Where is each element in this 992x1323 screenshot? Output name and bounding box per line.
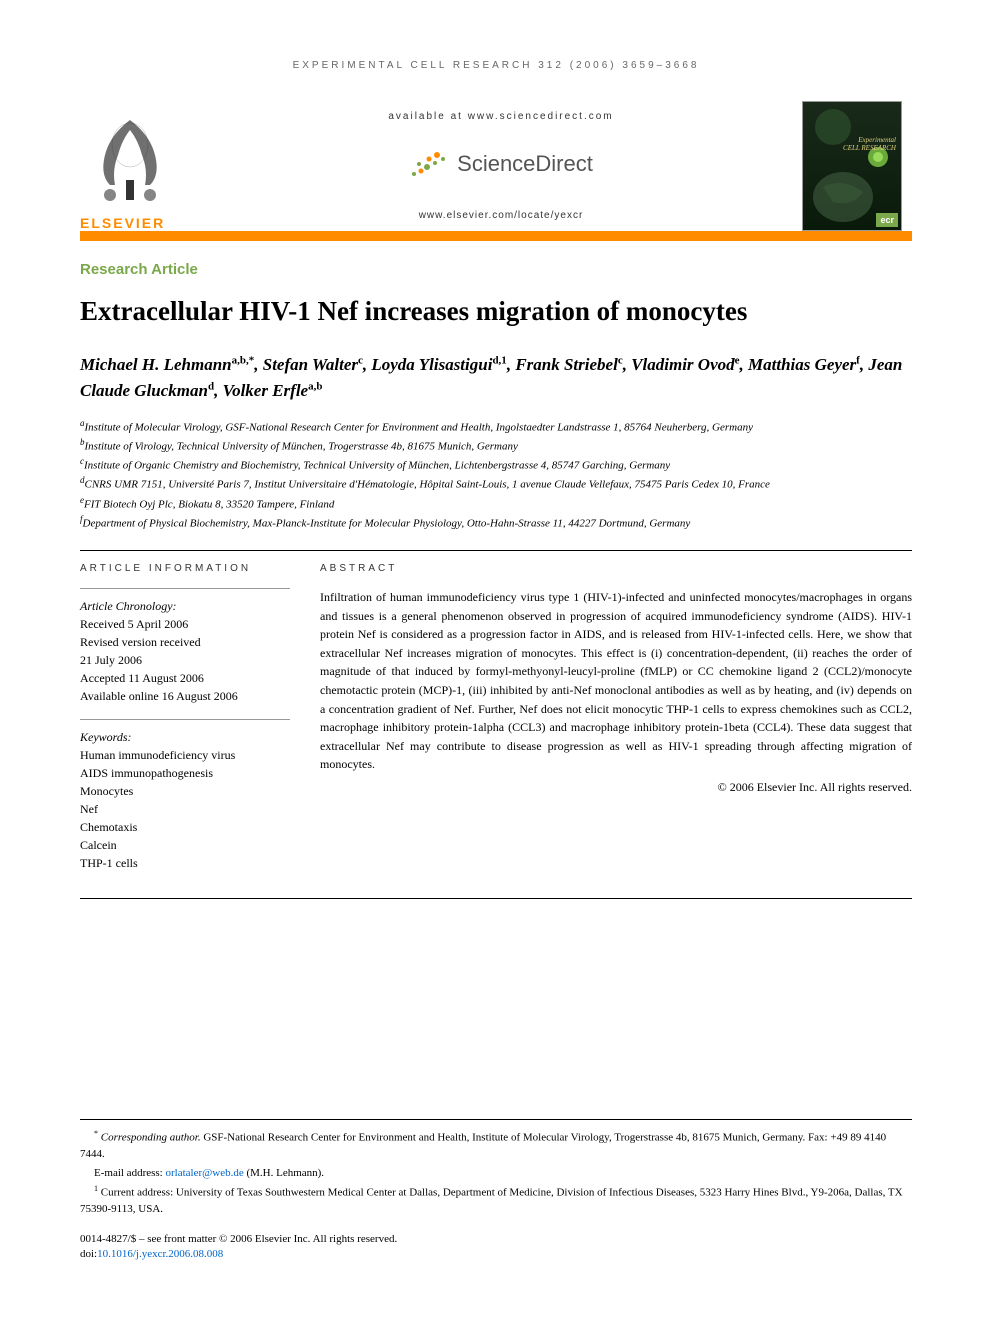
chronology-label: Article Chronology: <box>80 597 290 615</box>
affiliation-line: dCNRS UMR 7151, Université Paris 7, Inst… <box>80 474 912 493</box>
journal-cover-block: Experimental CELL RESEARCH ecr <box>802 101 912 231</box>
divider-line-bottom <box>80 898 912 899</box>
article-title: Extracellular HIV-1 Nef increases migrat… <box>80 296 912 327</box>
running-header: EXPERIMENTAL CELL RESEARCH 312 (2006) 36… <box>80 60 912 71</box>
sciencedirect-logo[interactable]: ScienceDirect <box>220 149 782 179</box>
article-type: Research Article <box>80 261 912 278</box>
keywords-label: Keywords: <box>80 728 290 746</box>
doi-link[interactable]: 10.1016/j.yexcr.2006.08.008 <box>97 1248 223 1260</box>
affiliation-line: bInstitute of Virology, Technical Univer… <box>80 436 912 455</box>
footnotes-block: * Corresponding author. GSF-National Res… <box>80 1119 912 1218</box>
journal-cover-title: Experimental CELL RESEARCH <box>843 137 896 152</box>
authors-list: Michael H. Lehmanna,b,*, Stefan Walterc,… <box>80 352 912 403</box>
keyword-item: Nef <box>80 800 290 818</box>
locate-url[interactable]: www.elsevier.com/locate/yexcr <box>220 210 782 221</box>
email-link[interactable]: orlataler@web.de <box>165 1167 243 1179</box>
corresponding-author-note: * Corresponding author. GSF-National Res… <box>80 1128 912 1163</box>
current-address-note: 1 Current address: University of Texas S… <box>80 1183 912 1218</box>
abstract-heading: ABSTRACT <box>320 563 912 574</box>
keyword-item: Human immunodeficiency virus <box>80 746 290 764</box>
bottom-metadata: 0014-4827/$ – see front matter © 2006 El… <box>80 1232 912 1263</box>
keyword-item: AIDS immunopathogenesis <box>80 764 290 782</box>
keyword-item: Monocytes <box>80 782 290 800</box>
affiliations-list: aInstitute of Molecular Virology, GSF-Na… <box>80 417 912 532</box>
affiliation-line: cInstitute of Organic Chemistry and Bioc… <box>80 455 912 474</box>
chronology-block: Article Chronology: Received 5 April 200… <box>80 588 290 705</box>
chronology-line: Revised version received <box>80 633 290 651</box>
chronology-line: Available online 16 August 2006 <box>80 687 290 705</box>
info-abstract-row: ARTICLE INFORMATION Article Chronology: … <box>80 563 912 886</box>
article-info-heading: ARTICLE INFORMATION <box>80 563 290 574</box>
article-info-column: ARTICLE INFORMATION Article Chronology: … <box>80 563 290 886</box>
keyword-item: Chemotaxis <box>80 818 290 836</box>
affiliation-line: fDepartment of Physical Biochemistry, Ma… <box>80 513 912 532</box>
divider-line <box>80 550 912 551</box>
masthead-center: available at www.sciencedirect.com Scien… <box>200 101 802 231</box>
elsevier-text: ELSEVIER <box>80 215 200 231</box>
chronology-line: Received 5 April 2006 <box>80 615 290 633</box>
chronology-line: 21 July 2006 <box>80 651 290 669</box>
keyword-item: Calcein <box>80 836 290 854</box>
copyright-text: © 2006 Elsevier Inc. All rights reserved… <box>320 780 912 795</box>
abstract-column: ABSTRACT Infiltration of human immunodef… <box>320 563 912 886</box>
sciencedirect-dots-icon <box>409 149 449 179</box>
abstract-text: Infiltration of human immunodeficiency v… <box>320 588 912 774</box>
ecr-badge: ecr <box>876 213 898 227</box>
doi-line: doi:10.1016/j.yexcr.2006.08.008 <box>80 1247 912 1262</box>
available-text: available at www.sciencedirect.com <box>220 111 782 122</box>
journal-cover-icon: Experimental CELL RESEARCH ecr <box>802 101 902 231</box>
keywords-block: Keywords: Human immunodeficiency virusAI… <box>80 719 290 872</box>
sciencedirect-text: ScienceDirect <box>457 151 593 177</box>
elsevier-tree-icon <box>80 110 180 210</box>
chronology-line: Accepted 11 August 2006 <box>80 669 290 687</box>
email-note: E-mail address: orlataler@web.de (M.H. L… <box>80 1165 912 1182</box>
page-container: EXPERIMENTAL CELL RESEARCH 312 (2006) 36… <box>0 0 992 1303</box>
affiliation-line: aInstitute of Molecular Virology, GSF-Na… <box>80 417 912 436</box>
keyword-item: THP-1 cells <box>80 854 290 872</box>
issn-copyright: 0014-4827/$ – see front matter © 2006 El… <box>80 1232 912 1247</box>
masthead: ELSEVIER available at www.sciencedirect.… <box>80 101 912 231</box>
affiliation-line: eFIT Biotech Oyj Plc, Biokatu 8, 33520 T… <box>80 494 912 513</box>
orange-divider-bar <box>80 231 912 241</box>
elsevier-logo-block: ELSEVIER <box>80 101 200 231</box>
